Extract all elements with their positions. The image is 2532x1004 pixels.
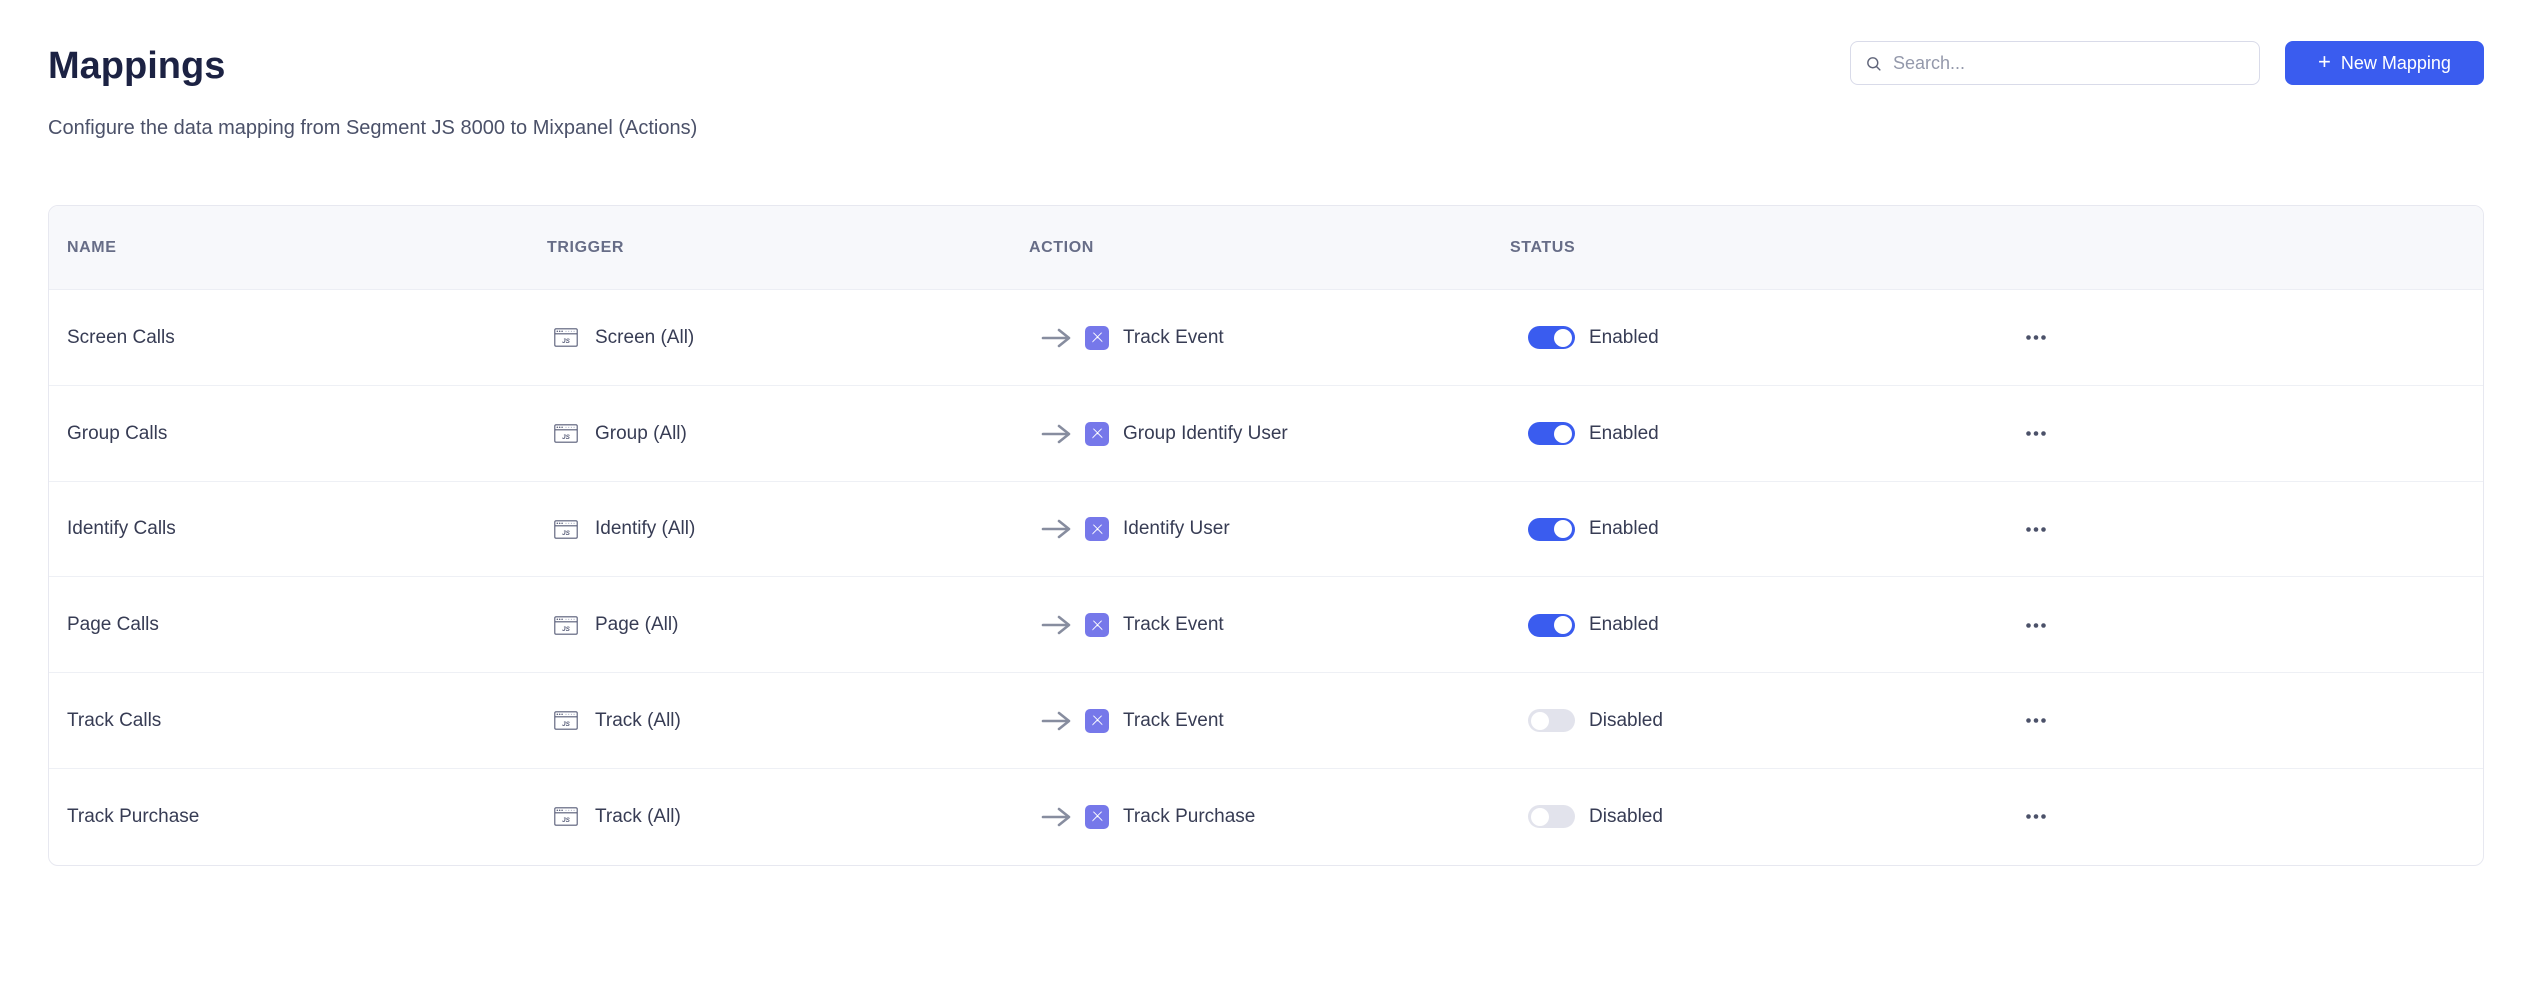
svg-text:JS: JS (562, 721, 571, 728)
svg-text:JS: JS (562, 530, 571, 537)
svg-text:JS: JS (562, 625, 571, 632)
svg-text:JS: JS (562, 338, 571, 345)
svg-text:JS: JS (562, 817, 571, 824)
svg-text:JS: JS (562, 434, 571, 441)
